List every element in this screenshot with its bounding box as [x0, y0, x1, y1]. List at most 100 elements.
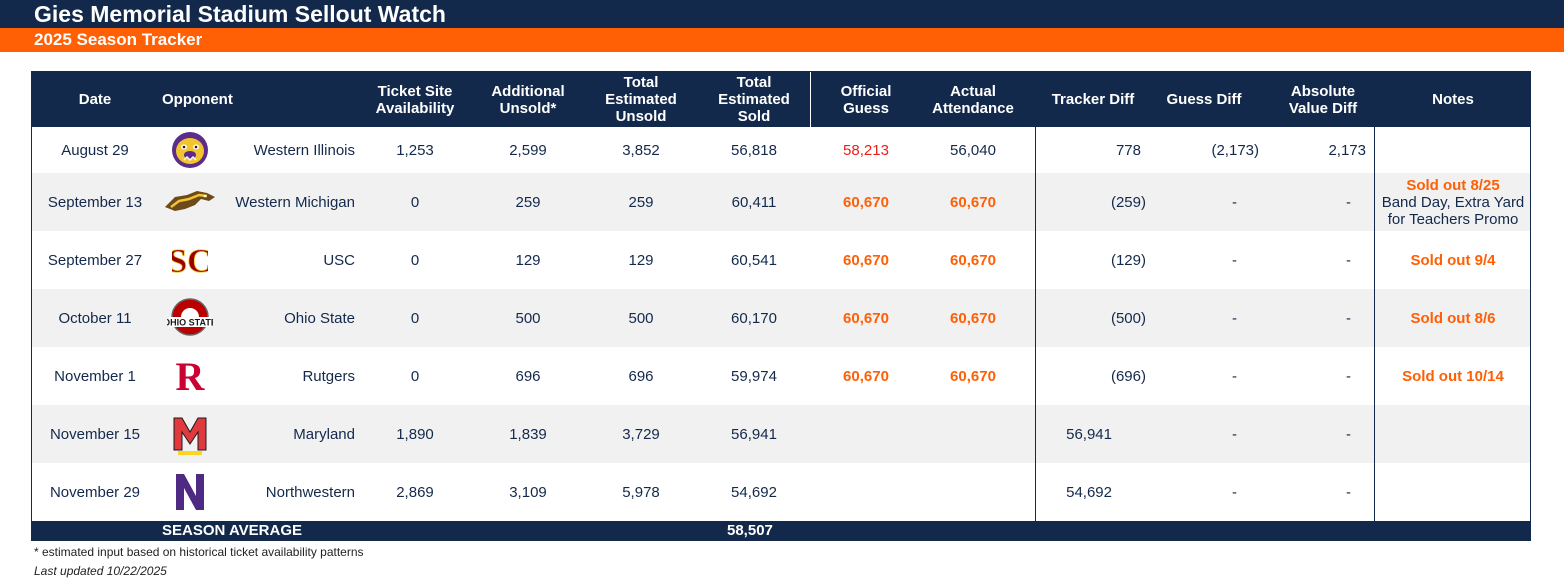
- official-guess-cell: [822, 463, 910, 521]
- note-heading: Sold out 10/14: [1402, 367, 1504, 385]
- total-unsold-cell: 696: [628, 367, 654, 385]
- ticket-site-cell: 0: [410, 309, 420, 327]
- ticket-site-cell: 2,869: [396, 483, 434, 501]
- total-sold-cell: 54,692: [731, 483, 777, 501]
- guess-diff-cell: -: [1232, 483, 1237, 501]
- notes-cell: Sold out 10/14: [1376, 347, 1530, 405]
- abs-diff-cell: -: [1346, 309, 1351, 327]
- additional-unsold-cell: 2,599: [509, 141, 547, 159]
- guess-diff-cell: -: [1232, 309, 1237, 327]
- additional-unsold-cell: 696: [515, 367, 541, 385]
- svg-text:SC: SC: [172, 243, 208, 280]
- total-unsold-cell: 3,852: [622, 141, 660, 159]
- actual-attendance-cell: 60,670: [950, 193, 996, 211]
- notes-cell: Sold out 8/6: [1376, 289, 1530, 347]
- title-bar: Gies Memorial Stadium Sellout Watch: [0, 0, 1564, 28]
- header-official-guess: Official Guess: [840, 82, 892, 117]
- ticket-site-cell: 1,890: [396, 425, 434, 443]
- tracker-diff-cell: 56,941: [1066, 425, 1112, 443]
- ohio-state-o-icon: OHIO STATE: [167, 298, 213, 336]
- date-cell: November 29: [49, 483, 141, 501]
- column-divider: [1035, 127, 1036, 521]
- date-cell: September 27: [47, 251, 143, 269]
- total-unsold-cell: 259: [628, 193, 654, 211]
- actual-attendance-cell: 60,670: [950, 251, 996, 269]
- note-heading: Sold out 8/25: [1406, 176, 1500, 194]
- total-sold-cell: 59,974: [731, 367, 777, 385]
- official-guess-cell: 60,670: [843, 251, 889, 269]
- notes-cell: [1376, 405, 1530, 463]
- season-tracker-table: Date Opponent Ticket Site Availability A…: [31, 71, 1531, 541]
- abs-diff-cell: -: [1346, 367, 1351, 385]
- abs-diff-cell: -: [1346, 193, 1351, 211]
- page-subtitle: 2025 Season Tracker: [34, 30, 203, 49]
- additional-unsold-cell: 129: [515, 251, 541, 269]
- header-notes: Notes: [1432, 91, 1474, 108]
- footnote: * estimated input based on historical ti…: [34, 545, 364, 559]
- last-updated: Last updated 10/22/2025: [34, 564, 167, 578]
- note-heading: Sold out 9/4: [1410, 251, 1496, 269]
- ticket-site-cell: 1,253: [396, 141, 434, 159]
- table-row: November 29 Northwestern 2,869 3,109 5,9…: [32, 463, 1530, 521]
- ohio-state-logo: OHIO STATE: [162, 289, 218, 347]
- header-actual-attendance: Actual Attendance: [932, 82, 1014, 117]
- table-row: November 1 R Rutgers 0 696 696 59,974 60…: [32, 347, 1530, 405]
- official-guess-cell: 60,670: [843, 367, 889, 385]
- season-average-bar: SEASON AVERAGE 58,507: [32, 521, 1530, 540]
- northwestern-n-icon: [176, 474, 204, 510]
- notes-cell: [1376, 127, 1530, 173]
- date-cell: August 29: [61, 141, 129, 159]
- total-unsold-cell: 3,729: [622, 425, 660, 443]
- usc-sc-icon: SC SC: [172, 243, 208, 281]
- official-guess-cell: 60,670: [843, 193, 889, 211]
- tracker-diff-cell: 54,692: [1066, 483, 1112, 501]
- table-row: August 29 Western Illinois 1,253 2,599 3…: [32, 127, 1530, 173]
- ticket-site-cell: 0: [410, 251, 420, 269]
- total-sold-cell: 60,170: [731, 309, 777, 327]
- tracker-diff-cell: (500): [1110, 309, 1146, 327]
- guess-diff-cell: -: [1232, 193, 1237, 211]
- rutgers-logo: R: [162, 347, 218, 405]
- opponent-cell: Ohio State: [284, 309, 355, 327]
- column-divider: [1374, 127, 1375, 521]
- additional-unsold-cell: 500: [515, 309, 541, 327]
- opponent-cell: Western Michigan: [235, 193, 355, 211]
- actual-attendance-cell: [920, 463, 1026, 521]
- date-cell: October 11: [58, 309, 132, 327]
- official-guess-cell: 60,670: [843, 309, 889, 327]
- guess-diff-cell: -: [1232, 425, 1237, 443]
- table-row: September 27 SC SC USC 0 129 129 60,541 …: [32, 231, 1530, 289]
- additional-unsold-cell: 3,109: [509, 483, 547, 501]
- guess-diff-cell: (2,173): [1211, 141, 1259, 159]
- actual-attendance-cell: 60,670: [950, 309, 996, 327]
- opponent-cell: USC: [323, 251, 355, 269]
- subtitle-bar: 2025 Season Tracker: [0, 28, 1564, 52]
- abs-diff-cell: -: [1346, 425, 1351, 443]
- ticket-site-cell: 0: [410, 193, 420, 211]
- opponent-cell: Maryland: [293, 425, 355, 443]
- abs-diff-cell: -: [1346, 251, 1351, 269]
- header-date: Date: [78, 91, 112, 108]
- date-cell: November 15: [49, 425, 141, 443]
- table-row: September 13 Western Michigan 0 259 259 …: [32, 173, 1530, 231]
- maryland-logo: [162, 405, 218, 463]
- western-michigan-logo: [162, 173, 218, 231]
- notes-cell: [1376, 463, 1530, 521]
- svg-text:OHIO STATE: OHIO STATE: [167, 318, 213, 328]
- opponent-cell: Rutgers: [302, 367, 355, 385]
- header-tracker-diff: Tracker Diff: [1051, 91, 1135, 108]
- official-guess-cell: [822, 405, 910, 463]
- svg-text:SC: SC: [172, 243, 208, 280]
- total-unsold-cell: 5,978: [622, 483, 660, 501]
- rutgers-r-icon: R: [176, 356, 206, 396]
- date-cell: November 1: [54, 367, 136, 385]
- total-sold-cell: 56,818: [731, 141, 777, 159]
- notes-cell: Sold out 9/4: [1376, 231, 1530, 289]
- total-unsold-cell: 500: [628, 309, 654, 327]
- total-sold-cell: 56,941: [731, 425, 777, 443]
- western-illinois-logo: [162, 127, 218, 173]
- table-row: October 11 OHIO STATE Ohio State 0 500 5…: [32, 289, 1530, 347]
- header-ticket-site: Ticket Site Availability: [375, 82, 455, 117]
- ticket-site-cell: 0: [410, 367, 420, 385]
- bulldog-icon: [172, 132, 208, 168]
